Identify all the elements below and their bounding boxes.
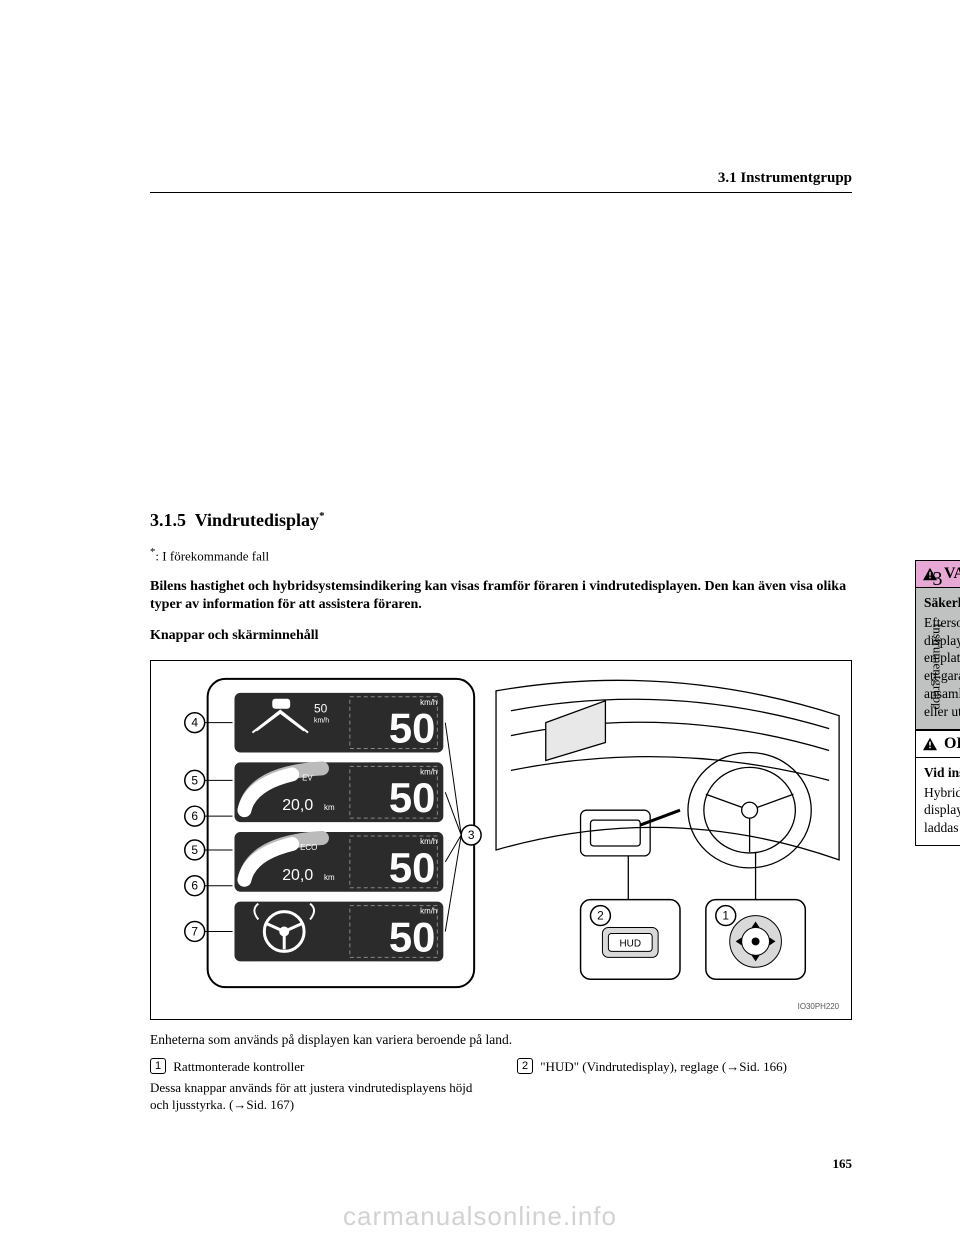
svg-text:EV: EV	[302, 773, 313, 782]
legend-label-1: Rattmonterade kontroller	[173, 1059, 304, 1074]
svg-text:50: 50	[314, 702, 328, 716]
side-tab-chapter-num: 3	[915, 568, 960, 591]
section-number: 3.1.5	[150, 510, 186, 530]
header-rule	[150, 192, 852, 193]
svg-text:50: 50	[389, 705, 435, 752]
notice-body: Vid inställning av displayen Hybridsyste…	[916, 758, 960, 845]
section-lead: Bilens hastighet och hybridsystemsindike…	[150, 578, 852, 614]
section-title-text: Vindrutedisplay	[195, 510, 319, 530]
section-subhead: Knappar och skärminnehåll	[150, 628, 319, 644]
legend-num-1: 1	[150, 1058, 166, 1074]
watermark: carmanualsonline.info	[0, 1201, 960, 1232]
svg-text:2: 2	[597, 909, 604, 923]
svg-text:km: km	[324, 873, 335, 882]
svg-text:HUD: HUD	[620, 938, 642, 949]
notice-subhead: Vid inställning av displayen	[924, 764, 960, 782]
svg-text:7: 7	[191, 924, 198, 938]
side-tab: 3 Instrumentgrupp VARNING! Säkerhetsåtgä…	[915, 560, 960, 730]
legend-label-2: "HUD" (Vindrutedisplay), reglage (→Sid. …	[540, 1059, 787, 1074]
header-section-label: 3.1 Instrumentgrupp	[718, 170, 852, 187]
legend-num-2: 2	[517, 1058, 533, 1074]
section-footnote: *: I förekommande fall	[150, 546, 269, 564]
svg-text:6: 6	[191, 879, 198, 893]
side-tab-label: Instrumentgrupp	[915, 610, 960, 722]
section-title: 3.1.5 Vindrutedisplay*	[150, 510, 325, 531]
svg-text:1: 1	[722, 909, 729, 923]
legend-col-2: 2 "HUD" (Vindrutedisplay), reglage (→Sid…	[517, 1058, 852, 1114]
svg-text:20,0: 20,0	[282, 797, 313, 814]
svg-text:3: 3	[468, 828, 475, 842]
section-asterisk: *	[319, 510, 325, 522]
notice-title-text: OBSERVERA	[944, 735, 960, 753]
svg-text:5: 5	[191, 773, 198, 787]
notice-text: Hybridsystemet ska vara igång medan funk…	[924, 784, 960, 837]
figure-hud: km/h 50 50 km/h km/h 50 EV 20,0 km	[150, 660, 852, 1020]
svg-text:5: 5	[191, 843, 198, 857]
notice-triangle-icon	[922, 737, 938, 751]
legend-columns: 1 Rattmonterade kontroller Dessa knappar…	[150, 1058, 852, 1114]
svg-text:20,0: 20,0	[282, 867, 313, 884]
legend-desc-1: Dessa knappar används för att justera vi…	[150, 1080, 485, 1114]
svg-text:6: 6	[191, 809, 198, 823]
svg-text:km: km	[324, 803, 335, 812]
figure-caption: Enheterna som används på displayen kan v…	[150, 1032, 852, 1048]
svg-text:50: 50	[389, 774, 435, 821]
notice-box: OBSERVERA Vid inställning av displayen H…	[915, 730, 960, 846]
page-number: 165	[833, 1156, 853, 1172]
notice-title-bar: OBSERVERA	[916, 731, 960, 758]
svg-text:km/h: km/h	[314, 718, 329, 725]
svg-text:50: 50	[389, 844, 435, 891]
legend-col-1: 1 Rattmonterade kontroller Dessa knappar…	[150, 1058, 485, 1114]
svg-text:4: 4	[191, 716, 198, 730]
svg-text:IO30PH220: IO30PH220	[798, 1002, 840, 1011]
svg-text:50: 50	[389, 913, 435, 960]
svg-text:ECO: ECO	[300, 843, 317, 852]
